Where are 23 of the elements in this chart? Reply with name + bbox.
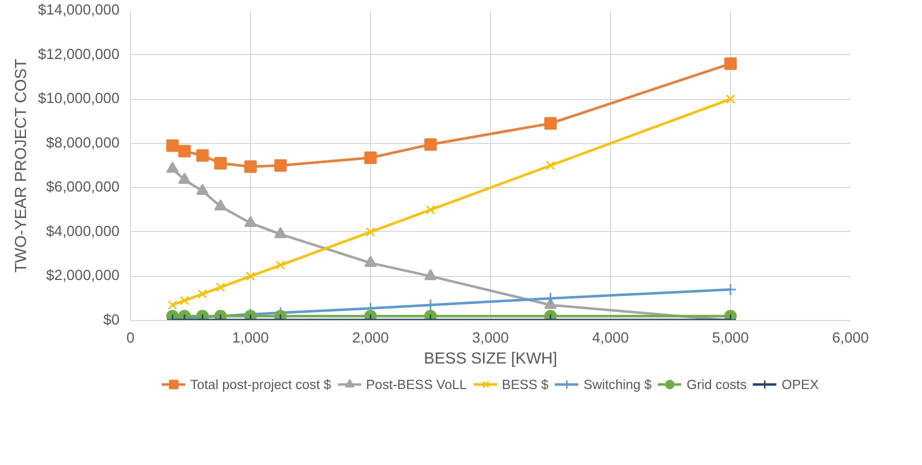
x-tick-label: 5,000 <box>712 330 749 346</box>
x-tick-label: 4,000 <box>592 330 629 346</box>
x-tick-label: 3,000 <box>472 330 509 346</box>
legend-label: Post-BESS VoLL <box>366 376 467 392</box>
legend-label: Switching $ <box>584 376 652 392</box>
y-tick-label: $2,000,000 <box>46 268 120 284</box>
x-tick-label: 2,000 <box>352 330 389 346</box>
y-tick-label: $0 <box>103 312 120 328</box>
y-tick-label: $6,000,000 <box>46 180 120 196</box>
legend-label: BESS $ <box>502 376 548 392</box>
y-axis-title: TWO-YEAR PROJECT COST <box>12 58 30 273</box>
y-tick-label: $12,000,000 <box>38 46 120 63</box>
y-tick-label: $8,000,000 <box>46 135 120 152</box>
x-tick-label: 6,000 <box>832 330 869 346</box>
y-tick-label: $10,000,000 <box>38 91 120 108</box>
x-tick-label: 1,000 <box>232 330 269 346</box>
y-tick-label: $4,000,000 <box>46 224 120 240</box>
legend-label: Grid costs <box>686 376 747 392</box>
legend-label: OPEX <box>782 376 819 392</box>
x-axis-title: BESS SIZE [KWH] <box>424 350 558 368</box>
x-tick-label: 0 <box>126 330 135 346</box>
legend-label: Total post-project cost $ <box>190 376 332 392</box>
y-tick-label: $14,000,000 <box>38 2 120 18</box>
